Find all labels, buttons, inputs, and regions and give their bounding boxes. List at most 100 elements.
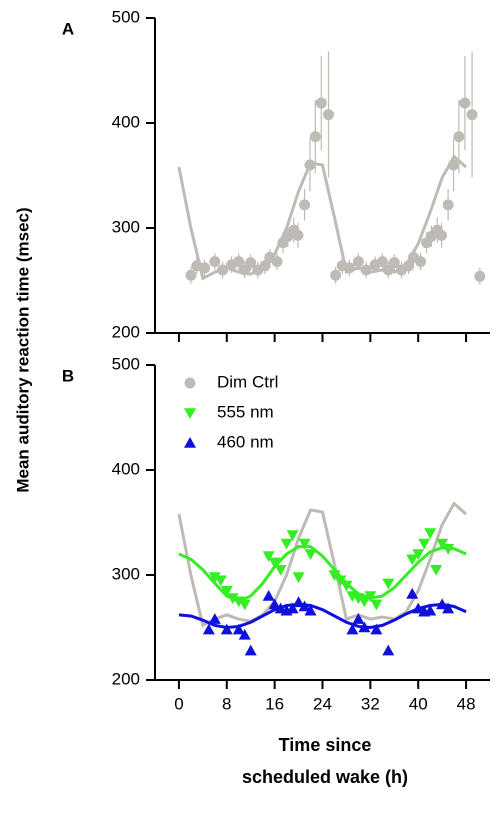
point	[334, 575, 347, 587]
point	[226, 593, 239, 605]
point	[442, 602, 455, 614]
y-tick-label: 300	[112, 564, 140, 583]
point	[340, 580, 353, 592]
point	[364, 591, 377, 602]
point	[185, 269, 197, 281]
legend-marker	[184, 437, 196, 448]
point	[292, 229, 304, 241]
point	[424, 528, 437, 539]
point	[274, 564, 287, 576]
point	[352, 613, 365, 624]
point	[304, 604, 317, 616]
point	[448, 159, 460, 171]
point	[262, 590, 275, 601]
point	[322, 109, 334, 121]
point	[233, 256, 245, 268]
point	[352, 256, 364, 268]
point	[202, 623, 215, 635]
point	[376, 256, 388, 268]
point	[268, 557, 281, 569]
y-tick-label: 200	[112, 669, 140, 688]
x-tick-label: 8	[222, 694, 231, 713]
point	[232, 623, 245, 635]
point	[418, 538, 431, 550]
point	[406, 554, 419, 566]
x-tick-label: 16	[265, 694, 284, 713]
point	[412, 602, 425, 614]
point	[436, 229, 448, 241]
legend-label: Dim Ctrl	[217, 372, 278, 391]
point	[304, 549, 317, 560]
point	[271, 256, 283, 268]
point	[244, 644, 257, 656]
x-tick-label: 48	[457, 694, 476, 713]
legend-label: 555 nm	[217, 402, 274, 421]
point	[298, 538, 311, 550]
y-tick-label: 500	[112, 7, 140, 26]
point	[358, 621, 371, 633]
point	[382, 264, 394, 276]
y-tick-label: 200	[112, 322, 140, 341]
point	[208, 572, 221, 584]
point	[415, 256, 427, 268]
point	[232, 596, 245, 608]
point	[370, 623, 383, 635]
panel-label: A	[62, 19, 74, 38]
point	[358, 596, 371, 608]
point	[466, 109, 478, 121]
point	[412, 549, 425, 560]
point	[239, 264, 251, 276]
x-tick-label: 24	[313, 694, 332, 713]
point	[330, 269, 342, 281]
point	[292, 572, 305, 584]
legend-marker	[184, 377, 196, 389]
point	[280, 538, 293, 550]
point	[315, 97, 327, 109]
point	[406, 587, 419, 599]
point	[382, 578, 395, 590]
point	[370, 599, 383, 611]
y-axis-label: Mean auditory reaction time (msec)	[13, 207, 32, 492]
point	[238, 628, 251, 640]
point	[424, 604, 437, 616]
panel-label: B	[62, 366, 74, 385]
point	[343, 262, 355, 274]
point	[352, 593, 365, 605]
point	[304, 159, 316, 171]
point	[208, 613, 221, 624]
point	[298, 600, 311, 612]
y-tick-label: 300	[112, 217, 140, 236]
x-tick-label: 0	[174, 694, 183, 713]
point	[286, 530, 299, 542]
point	[199, 262, 211, 274]
point	[238, 599, 251, 611]
point	[474, 270, 486, 282]
y-tick-label: 500	[112, 354, 140, 373]
point	[360, 264, 372, 276]
point	[214, 575, 227, 587]
point	[453, 131, 465, 143]
point	[309, 131, 321, 143]
point	[220, 585, 233, 597]
x-axis-label: scheduled wake (h)	[242, 767, 408, 787]
point	[299, 199, 311, 211]
y-tick-label: 400	[112, 459, 140, 478]
point	[403, 260, 415, 272]
point	[217, 264, 229, 276]
y-tick-label: 400	[112, 112, 140, 131]
point	[292, 596, 305, 608]
point	[245, 257, 257, 269]
point	[286, 602, 299, 614]
point	[436, 598, 449, 610]
legend-label: 460 nm	[217, 432, 274, 451]
point	[268, 598, 281, 610]
fit-line	[177, 501, 468, 628]
point	[262, 551, 275, 563]
point	[388, 257, 400, 269]
point	[442, 543, 455, 555]
point	[220, 623, 233, 635]
x-tick-label: 32	[361, 694, 380, 713]
point	[259, 260, 271, 272]
point	[209, 256, 221, 268]
